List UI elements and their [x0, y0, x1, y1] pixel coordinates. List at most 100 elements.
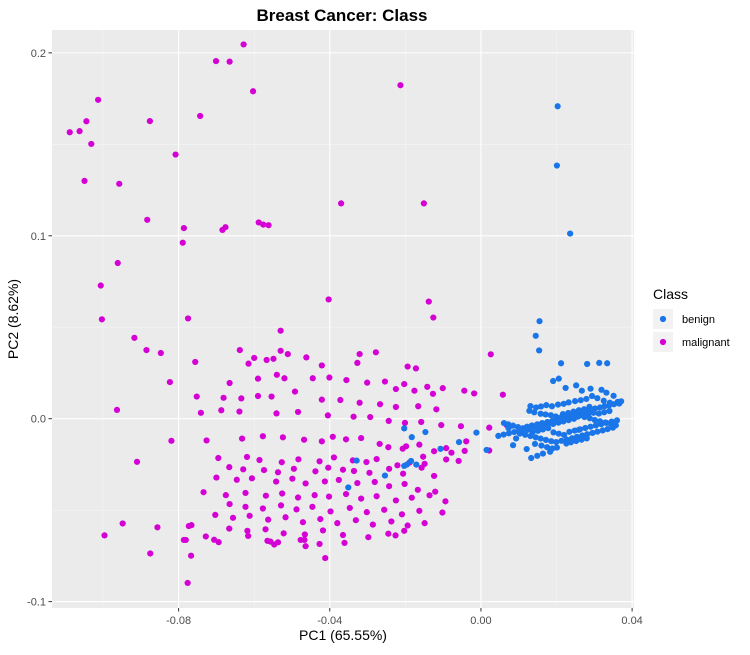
point-malignant — [311, 492, 318, 499]
point-malignant — [245, 360, 252, 367]
point-malignant — [499, 391, 506, 398]
point-benign — [555, 430, 562, 437]
point-benign — [574, 413, 581, 420]
point-malignant — [429, 390, 437, 397]
point-malignant — [455, 457, 462, 465]
point-malignant — [386, 465, 393, 472]
point-malignant — [251, 354, 258, 362]
point-benign — [594, 428, 601, 435]
point-benign — [505, 425, 512, 432]
point-malignant — [226, 501, 233, 508]
point-benign — [509, 422, 517, 429]
point-malignant — [394, 462, 401, 469]
point-malignant — [354, 359, 361, 366]
point-malignant — [369, 521, 376, 528]
point-malignant — [203, 437, 210, 444]
point-malignant — [256, 456, 263, 464]
point-malignant — [244, 527, 251, 534]
point-malignant — [277, 327, 284, 334]
point-malignant — [83, 118, 90, 125]
point-malignant — [319, 527, 327, 534]
point-benign — [562, 384, 569, 392]
point-malignant — [212, 511, 219, 518]
point-malignant — [294, 494, 302, 501]
point-benign — [592, 422, 599, 429]
point-benign — [577, 397, 584, 404]
point-benign — [353, 457, 360, 464]
point-malignant — [327, 508, 334, 515]
point-benign — [557, 360, 565, 367]
point-benign — [422, 428, 429, 436]
point-benign — [564, 416, 571, 423]
point-malignant — [367, 413, 374, 421]
point-malignant — [372, 349, 379, 356]
point-benign — [601, 409, 608, 416]
point-malignant — [259, 505, 266, 512]
point-benign — [543, 444, 551, 451]
point-malignant — [408, 494, 415, 501]
point-malignant — [197, 409, 204, 416]
point-malignant — [404, 522, 411, 529]
point-malignant — [222, 224, 229, 231]
point-benign — [401, 425, 408, 432]
y-tick-label: 0.1 — [31, 231, 46, 243]
point-benign — [532, 423, 539, 431]
point-benign — [516, 427, 523, 434]
point-benign — [554, 401, 562, 408]
point-malignant — [294, 408, 302, 416]
point-benign — [570, 408, 577, 415]
point-malignant — [457, 423, 465, 430]
point-malignant — [438, 421, 445, 429]
point-malignant — [213, 474, 220, 481]
point-malignant — [421, 520, 428, 527]
point-malignant — [278, 459, 285, 466]
point-benign — [600, 397, 607, 404]
point-benign — [548, 403, 556, 410]
point-malignant — [218, 407, 225, 414]
point-malignant — [416, 507, 423, 514]
point-malignant — [98, 316, 105, 323]
point-malignant — [184, 315, 192, 322]
point-benign — [526, 407, 533, 414]
point-malignant — [326, 374, 333, 381]
point-malignant — [401, 381, 408, 388]
point-malignant — [324, 412, 331, 419]
point-malignant — [180, 224, 187, 232]
point-malignant — [172, 151, 179, 158]
point-malignant — [356, 399, 363, 406]
point-malignant — [418, 418, 425, 426]
point-malignant — [233, 476, 240, 483]
point-malignant — [265, 516, 272, 523]
point-benign — [566, 428, 573, 435]
point-malignant — [144, 216, 151, 223]
point-malignant — [101, 532, 108, 539]
point-benign — [550, 377, 557, 385]
point-malignant — [226, 379, 233, 387]
point-benign — [455, 439, 463, 446]
point-benign — [548, 438, 555, 445]
point-malignant — [356, 351, 363, 358]
point-malignant — [289, 475, 296, 482]
point-benign — [569, 414, 576, 422]
point-benign — [586, 403, 593, 410]
point-malignant — [420, 200, 427, 207]
point-malignant — [329, 433, 336, 440]
point-malignant — [443, 456, 450, 463]
point-benign — [613, 417, 621, 424]
point-malignant — [415, 403, 422, 410]
point-malignant — [486, 424, 493, 431]
point-benign — [565, 399, 572, 406]
major-gridlines — [52, 30, 634, 608]
point-malignant — [179, 239, 186, 246]
point-malignant — [295, 456, 302, 463]
point-benign — [543, 402, 550, 409]
point-malignant — [334, 520, 341, 527]
point-malignant — [220, 394, 227, 401]
point-malignant — [364, 379, 371, 386]
point-malignant — [363, 458, 370, 466]
point-benign — [495, 432, 502, 439]
point-benign — [537, 410, 544, 417]
point-benign — [553, 162, 561, 169]
point-benign — [527, 402, 534, 410]
